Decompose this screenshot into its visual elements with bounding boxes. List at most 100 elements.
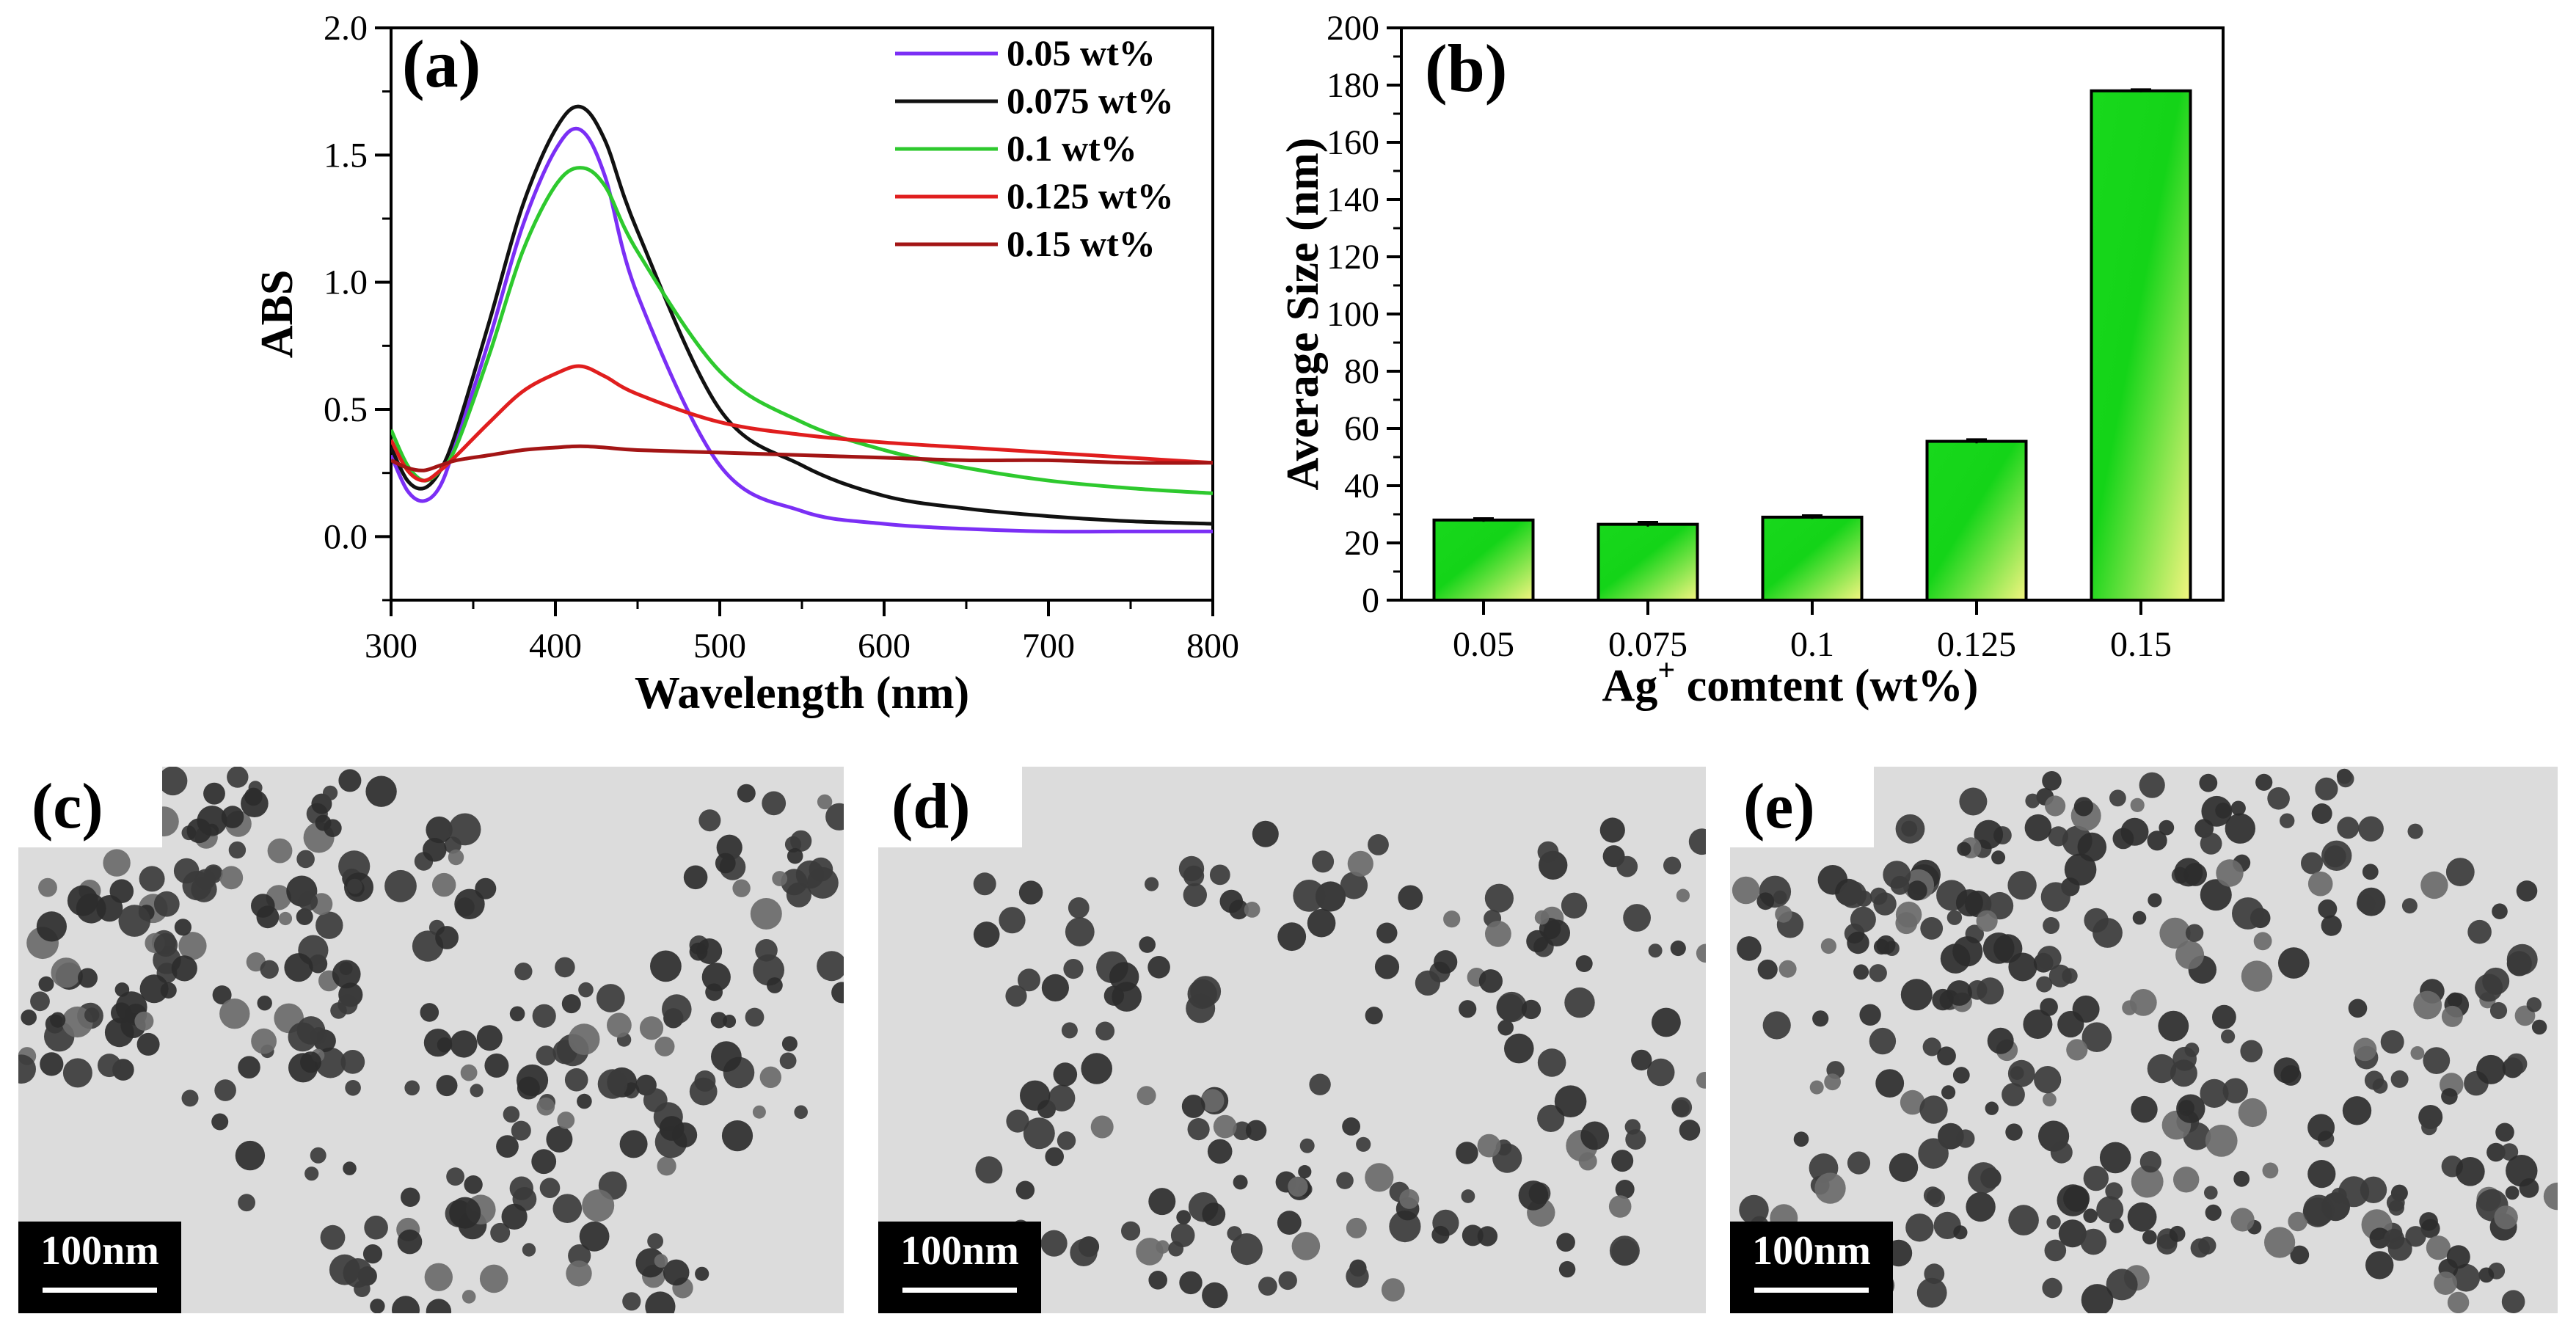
tem-particle xyxy=(1793,1131,1809,1147)
tem-particle xyxy=(2446,1245,2470,1269)
tem-particle xyxy=(1376,922,1398,943)
b-bar-1 xyxy=(1432,518,1535,602)
tem-particle xyxy=(2353,1037,2377,1062)
tem-particle xyxy=(2173,1167,2200,1193)
tem-particle xyxy=(1374,954,1400,979)
tem-particle xyxy=(2387,1236,2412,1261)
tem-c-label: (c) xyxy=(18,767,162,847)
tem-particle xyxy=(1368,834,1389,855)
tem-particle xyxy=(1526,930,1549,952)
tem-particle xyxy=(1732,876,1760,905)
a-x-tick-label: 300 xyxy=(365,627,417,665)
tem-particle xyxy=(1521,999,1541,1020)
tem-particle xyxy=(1895,901,1922,928)
tem-particle xyxy=(1820,938,1836,954)
tem-particle xyxy=(2365,1251,2394,1280)
tem-particle xyxy=(790,830,812,852)
tem-particle xyxy=(1018,880,1043,905)
tem-particle xyxy=(2280,813,2295,828)
tem-particle xyxy=(1187,1118,1210,1141)
tem-particle xyxy=(1900,979,1933,1011)
tem-particle xyxy=(181,1089,199,1107)
tem-c-scale-bar: 100nm xyxy=(18,1222,181,1313)
tem-particle xyxy=(2476,1054,2506,1084)
tem-e-scale-bar: 100nm xyxy=(1730,1222,1893,1313)
tem-particle xyxy=(662,994,692,1024)
tem-particle xyxy=(2092,918,2123,948)
tem-particle xyxy=(30,991,50,1012)
tem-particle xyxy=(1245,1120,1267,1141)
tem-particle xyxy=(2222,1078,2248,1103)
tem-particle xyxy=(365,775,397,807)
tem-particle xyxy=(2356,894,2376,913)
tem-particle xyxy=(561,994,581,1014)
tem-particle xyxy=(1679,1120,1701,1141)
tem-particle xyxy=(2008,1205,2039,1235)
tem-e-scale-text: 100nm xyxy=(1752,1228,1871,1274)
tem-particle xyxy=(2045,795,2066,817)
a-legend-label-5: 0.15 wt% xyxy=(1007,223,1156,264)
tem-particle xyxy=(2073,797,2093,817)
tem-particle xyxy=(347,878,362,894)
b-y-tick-label: 100 xyxy=(1327,295,1379,334)
tem-particle xyxy=(2200,832,2222,855)
tem-particle xyxy=(1434,950,1458,974)
tem-particle xyxy=(2200,1078,2229,1108)
tem-particle xyxy=(203,782,225,805)
tem-particle xyxy=(1609,1235,1640,1266)
tem-particle xyxy=(781,869,808,896)
tem-particle xyxy=(696,938,723,964)
tem-particle xyxy=(2042,771,2062,791)
tem-particle xyxy=(1461,1189,1475,1203)
tem-particle xyxy=(1561,892,1588,919)
b-y-tick-label: 0 xyxy=(1362,581,1379,620)
tem-particle xyxy=(817,794,833,810)
tem-particle xyxy=(2080,1228,2107,1255)
tem-particle xyxy=(1340,872,1368,899)
tem-particle xyxy=(2034,1066,2062,1094)
tem-particle xyxy=(300,1051,321,1073)
tem-particle xyxy=(1922,1037,1941,1056)
tem-particle xyxy=(2044,1239,2067,1262)
tem-particle xyxy=(496,1135,519,1158)
tem-particle xyxy=(2280,1065,2302,1086)
tem-d-label: (d) xyxy=(878,767,1022,847)
tem-particle xyxy=(1968,1162,1999,1194)
tem-particle xyxy=(973,872,996,896)
tem-particle xyxy=(2311,803,2332,824)
tem-particle xyxy=(484,1053,509,1078)
panel-a-y-axis-title: ABS xyxy=(252,270,302,359)
tem-particle xyxy=(1756,892,1775,910)
tem-particle xyxy=(432,872,456,897)
tem-particle xyxy=(578,982,594,998)
tem-particle xyxy=(2064,853,2097,886)
tem-particle xyxy=(2048,826,2068,847)
tem-particle xyxy=(227,766,249,788)
tem-particle xyxy=(178,932,207,960)
tem-particle xyxy=(1873,938,1890,955)
tem-particle xyxy=(2489,1001,2508,1020)
tem-particle xyxy=(2007,1059,2035,1087)
tem-particle xyxy=(1399,1189,1420,1209)
tem-particle xyxy=(568,1023,600,1055)
tem-particle xyxy=(2212,1004,2236,1029)
tem-particle xyxy=(2109,789,2126,807)
tem-particle xyxy=(40,1052,64,1076)
tem-particle xyxy=(1875,1069,1905,1098)
tem-particle xyxy=(555,957,575,978)
tem-particle xyxy=(1775,905,1792,923)
tem-particle xyxy=(1277,1211,1302,1235)
tem-particle xyxy=(1967,980,1988,1000)
tem-particle xyxy=(1957,842,1971,856)
tem-particle xyxy=(2024,814,2052,842)
b-bar-2 xyxy=(1597,522,1699,602)
tem-particle xyxy=(973,921,1000,948)
tem-particle xyxy=(1252,820,1279,847)
tem-particle xyxy=(1139,936,1156,953)
tem-particle xyxy=(1207,1139,1233,1164)
panel-b: 0 20 40 60 80 100 120 140 160 180 200 0.05 0.075 0.1 0… xyxy=(1278,9,2225,711)
tem-particle xyxy=(2506,943,2538,975)
tem-particle xyxy=(1478,969,1503,993)
tem-particle xyxy=(596,984,625,1012)
